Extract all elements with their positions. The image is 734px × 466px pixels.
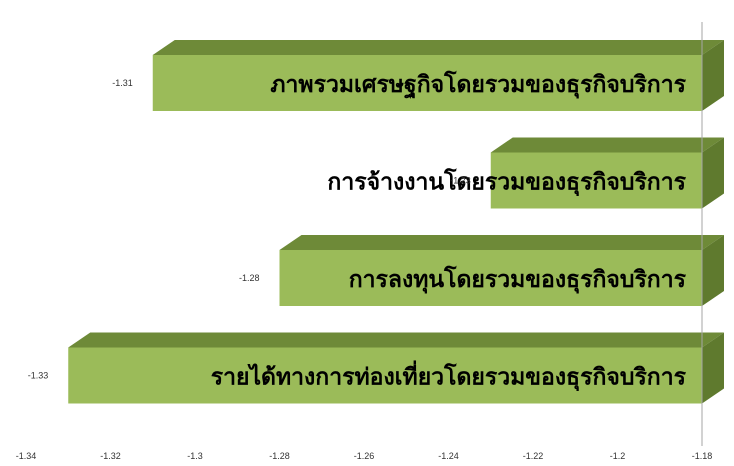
bar-side-face [702, 235, 724, 306]
bar-top-face [68, 332, 724, 348]
x-tick-label: -1.3 [187, 451, 203, 461]
bar-top-face [490, 137, 724, 153]
bar-front-face [279, 250, 702, 306]
bar-top-face [152, 40, 724, 55]
bar [68, 332, 724, 404]
value-label: -1.33 [28, 371, 49, 381]
category-label: การลงทุนโดยรวมของธุรกิจบริการ [349, 265, 687, 294]
bar-front-face [490, 152, 702, 209]
bar-side-face [702, 137, 724, 209]
bar-side-face [702, 40, 724, 111]
category-label: การจ้างงานโดยรวมของธุรกิจบริการ [327, 168, 686, 197]
x-tick-label: -1.24 [438, 451, 459, 461]
labels-layer: ภาพรวมเศรษฐกิจโดยรวมของธุรกิจบริการ -1.31… [28, 70, 687, 392]
bar-front-face [152, 55, 702, 111]
bar [152, 40, 724, 111]
x-tick-label: -1.28 [269, 451, 290, 461]
value-label: -1.31 [112, 78, 133, 88]
x-tick-label: -1.2 [610, 451, 626, 461]
value-label: -1.28 [239, 273, 260, 283]
value-label: -1.23 [450, 176, 471, 186]
category-label: รายได้ทางการท่องเที่ยวโดยรวมของธุรกิจบริ… [211, 360, 687, 392]
category-label: ภาพรวมเศรษฐกิจโดยรวมของธุรกิจบริการ [270, 70, 686, 99]
x-tick-label: -1.18 [692, 451, 713, 461]
bars-layer [68, 40, 724, 404]
x-tick-label: -1.26 [354, 451, 375, 461]
bar-top-face [279, 235, 724, 250]
x-axis-ticks: -1.34 -1.32 -1.3 -1.28 -1.26 -1.24 -1.22 -1.2 -1… [16, 451, 713, 461]
bar-side-face [702, 332, 724, 404]
x-tick-label: -1.34 [16, 451, 37, 461]
bar-front-face [68, 347, 702, 404]
bar [279, 235, 724, 306]
bar [490, 137, 724, 209]
x-tick-label: -1.32 [100, 451, 121, 461]
x-tick-label: -1.22 [523, 451, 544, 461]
